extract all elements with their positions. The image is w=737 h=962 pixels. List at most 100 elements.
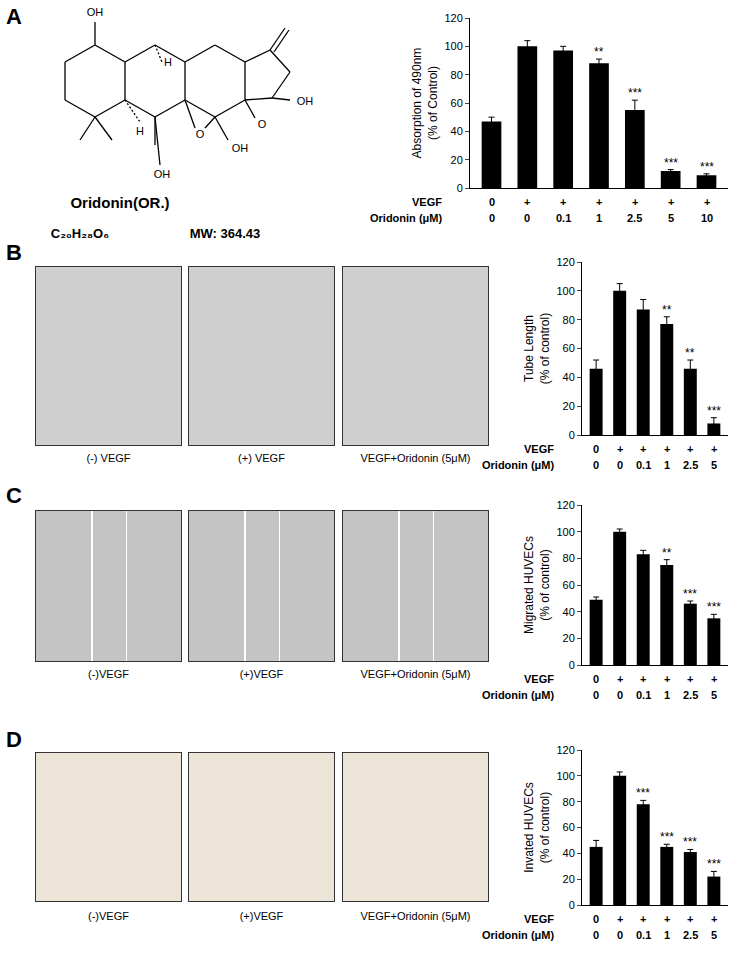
svg-text:+: + xyxy=(711,913,717,925)
svg-text:***: *** xyxy=(628,86,642,100)
svg-text:Oridonin (μM): Oridonin (μM) xyxy=(370,212,442,224)
svg-text:0: 0 xyxy=(617,459,623,471)
svg-text:0: 0 xyxy=(617,929,623,941)
svg-text:+: + xyxy=(711,673,717,685)
svg-text:***: *** xyxy=(707,857,721,871)
svg-text:60: 60 xyxy=(563,342,575,354)
svg-text:O: O xyxy=(196,128,205,140)
svg-text:0: 0 xyxy=(593,459,599,471)
svg-text:5: 5 xyxy=(711,929,717,941)
svg-text:80: 80 xyxy=(563,552,575,564)
svg-text:0: 0 xyxy=(489,196,495,208)
svg-text:120: 120 xyxy=(556,744,574,756)
svg-text:VEGF: VEGF xyxy=(524,913,554,925)
svg-text:2.5: 2.5 xyxy=(627,212,642,224)
svg-text:Absorption of 490nm(% of Contr: Absorption of 490nm(% of Control) xyxy=(410,48,440,159)
svg-text:80: 80 xyxy=(563,796,575,808)
svg-text:1: 1 xyxy=(596,212,602,224)
svg-text:**: ** xyxy=(662,546,672,560)
svg-text:OH: OH xyxy=(232,142,249,154)
svg-text:**: ** xyxy=(685,346,695,360)
svg-text:0.1: 0.1 xyxy=(636,459,651,471)
svg-text:40: 40 xyxy=(563,371,575,383)
svg-text:0: 0 xyxy=(593,929,599,941)
svg-text:40: 40 xyxy=(451,125,463,137)
svg-text:+: + xyxy=(560,196,566,208)
svg-text:0.1: 0.1 xyxy=(636,689,651,701)
svg-text:***: *** xyxy=(660,830,674,844)
svg-text:VEGF: VEGF xyxy=(412,196,442,208)
svg-text:Oridonin (μM): Oridonin (μM) xyxy=(482,459,554,471)
svg-text:80: 80 xyxy=(451,69,463,81)
svg-text:40: 40 xyxy=(563,847,575,859)
svg-text:0: 0 xyxy=(593,913,599,925)
svg-text:C₂₀H₂₈O₆: C₂₀H₂₈O₆ xyxy=(51,226,109,241)
svg-text:60: 60 xyxy=(563,821,575,833)
svg-text:10: 10 xyxy=(701,212,713,224)
svg-text:20: 20 xyxy=(563,632,575,644)
svg-text:+: + xyxy=(640,443,646,455)
svg-text:40: 40 xyxy=(563,606,575,618)
svg-text:60: 60 xyxy=(451,97,463,109)
svg-text:20: 20 xyxy=(563,873,575,885)
svg-text:0: 0 xyxy=(569,659,575,671)
svg-text:OH: OH xyxy=(154,168,171,180)
svg-text:+: + xyxy=(664,673,670,685)
svg-text:2.5: 2.5 xyxy=(683,459,698,471)
svg-text:80: 80 xyxy=(563,314,575,326)
svg-text:120: 120 xyxy=(556,256,574,268)
svg-text:120: 120 xyxy=(556,499,574,511)
svg-text:+: + xyxy=(632,196,638,208)
svg-text:O: O xyxy=(258,118,267,130)
svg-text:Invated HUVECs(% of control): Invated HUVECs(% of control) xyxy=(522,782,552,873)
svg-text:0.1: 0.1 xyxy=(636,929,651,941)
svg-text:**: ** xyxy=(662,303,672,317)
svg-text:H: H xyxy=(136,125,144,137)
svg-text:20: 20 xyxy=(563,400,575,412)
svg-text:+: + xyxy=(687,913,693,925)
svg-text:100: 100 xyxy=(556,285,574,297)
svg-text:+: + xyxy=(596,196,602,208)
svg-text:***: *** xyxy=(683,835,697,849)
svg-text:0.1: 0.1 xyxy=(556,212,571,224)
svg-text:5: 5 xyxy=(711,459,717,471)
svg-text:0: 0 xyxy=(524,212,530,224)
svg-text:***: *** xyxy=(636,786,650,800)
svg-text:+: + xyxy=(687,443,693,455)
svg-text:VEGF: VEGF xyxy=(524,443,554,455)
svg-text:0: 0 xyxy=(617,689,623,701)
svg-text:Migrated HUVECs(% of control): Migrated HUVECs(% of control) xyxy=(522,536,552,634)
svg-text:***: *** xyxy=(700,160,714,174)
svg-text:***: *** xyxy=(664,156,678,170)
svg-text:20: 20 xyxy=(451,154,463,166)
svg-text:0: 0 xyxy=(457,182,463,194)
svg-text:5: 5 xyxy=(711,689,717,701)
svg-text:+: + xyxy=(687,673,693,685)
svg-text:5: 5 xyxy=(668,212,674,224)
svg-text:+: + xyxy=(704,196,710,208)
svg-text:0: 0 xyxy=(593,689,599,701)
svg-text:100: 100 xyxy=(556,770,574,782)
svg-text:0: 0 xyxy=(593,673,599,685)
svg-text:2.5: 2.5 xyxy=(683,929,698,941)
svg-text:Tube Length(% of control): Tube Length(% of control) xyxy=(522,313,552,384)
svg-text:+: + xyxy=(617,913,623,925)
svg-text:***: *** xyxy=(683,587,697,601)
svg-text:1: 1 xyxy=(664,929,670,941)
svg-text:1: 1 xyxy=(664,689,670,701)
svg-text:Oridonin (μM): Oridonin (μM) xyxy=(482,929,554,941)
svg-text:0: 0 xyxy=(593,443,599,455)
svg-text:+: + xyxy=(664,443,670,455)
svg-text:+: + xyxy=(668,196,674,208)
svg-text:2.5: 2.5 xyxy=(683,689,698,701)
svg-text:60: 60 xyxy=(563,579,575,591)
svg-text:0: 0 xyxy=(569,899,575,911)
svg-text:***: *** xyxy=(707,600,721,614)
svg-text:Oridonin(OR.): Oridonin(OR.) xyxy=(70,194,169,211)
svg-text:1: 1 xyxy=(664,459,670,471)
svg-text:100: 100 xyxy=(444,40,462,52)
svg-text:0: 0 xyxy=(489,212,495,224)
svg-text:120: 120 xyxy=(444,12,462,24)
svg-text:OH: OH xyxy=(297,95,314,107)
svg-text:0: 0 xyxy=(569,429,575,441)
